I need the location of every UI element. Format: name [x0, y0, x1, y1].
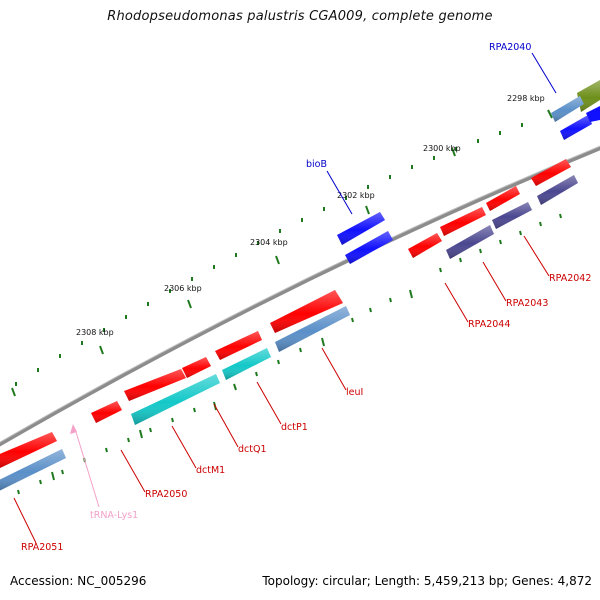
genome-backbone: [0, 146, 600, 447]
label-RPA2050[interactable]: RPA2050: [145, 489, 187, 500]
label-RPA2044[interactable]: RPA2044: [468, 319, 510, 330]
reverse-genes: [0, 175, 578, 491]
leader-leuI: [321, 347, 347, 391]
label-dctQ1[interactable]: dctQ1: [238, 444, 267, 455]
label-RPA2040[interactable]: RPA2040: [489, 42, 531, 53]
gene-RPA2040-c[interactable]: [586, 106, 600, 122]
label-bioB[interactable]: bioB: [306, 159, 327, 170]
genome-title: Rhodopseudomonas palustris CGA009, compl…: [107, 9, 493, 24]
leader-RPA2040: [531, 52, 557, 94]
kbp-label-2304: 2304 kbp: [250, 238, 288, 247]
outer-tick-ring: [15, 123, 523, 386]
outer-major-ticks: [11, 109, 553, 397]
kbp-label-2302: 2302 kbp: [337, 191, 375, 200]
topology-text: Topology: circular; Length: 5,459,213 bp…: [262, 574, 592, 588]
leader-dctP1: [256, 381, 282, 425]
label-dctM1[interactable]: dctM1: [196, 465, 225, 476]
leader-dctM1: [171, 425, 197, 469]
kbp-label-2306: 2306 kbp: [164, 284, 202, 293]
leader-bioB: [326, 170, 353, 215]
kbp-label-2298: 2298 kbp: [507, 94, 545, 103]
leader-RPA2042: [523, 235, 550, 277]
label-leuI[interactable]: leuI: [346, 387, 363, 398]
leader-RPA2043: [482, 261, 507, 302]
inner-tick-ring: [17, 213, 562, 495]
genome-backbone-highlight: [0, 145, 600, 443]
leader-dctQ1: [213, 403, 239, 448]
kbp-label-2300: 2300 kbp: [423, 144, 461, 153]
leader-RPA2051: [13, 497, 37, 544]
leader-RPA2044: [444, 282, 469, 323]
label-tRNA-Lys1[interactable]: tRNA-Lys1: [90, 510, 138, 521]
forward-genes: [0, 159, 571, 468]
leader-tRNA-Lys1: [75, 431, 100, 508]
label-RPA2043[interactable]: RPA2043: [506, 298, 548, 309]
gene-tRNA-Lys1[interactable]: [70, 424, 77, 434]
kbp-label-2308: 2308 kbp: [76, 328, 114, 337]
label-RPA2051[interactable]: RPA2051: [21, 542, 63, 553]
label-leaders: [13, 52, 557, 544]
accession-text: Accession: NC_005296: [10, 574, 147, 588]
blue-genes: [337, 80, 600, 264]
label-RPA2042[interactable]: RPA2042: [549, 273, 591, 284]
leader-RPA2050: [120, 449, 146, 493]
label-dctP1[interactable]: dctP1: [281, 422, 308, 433]
